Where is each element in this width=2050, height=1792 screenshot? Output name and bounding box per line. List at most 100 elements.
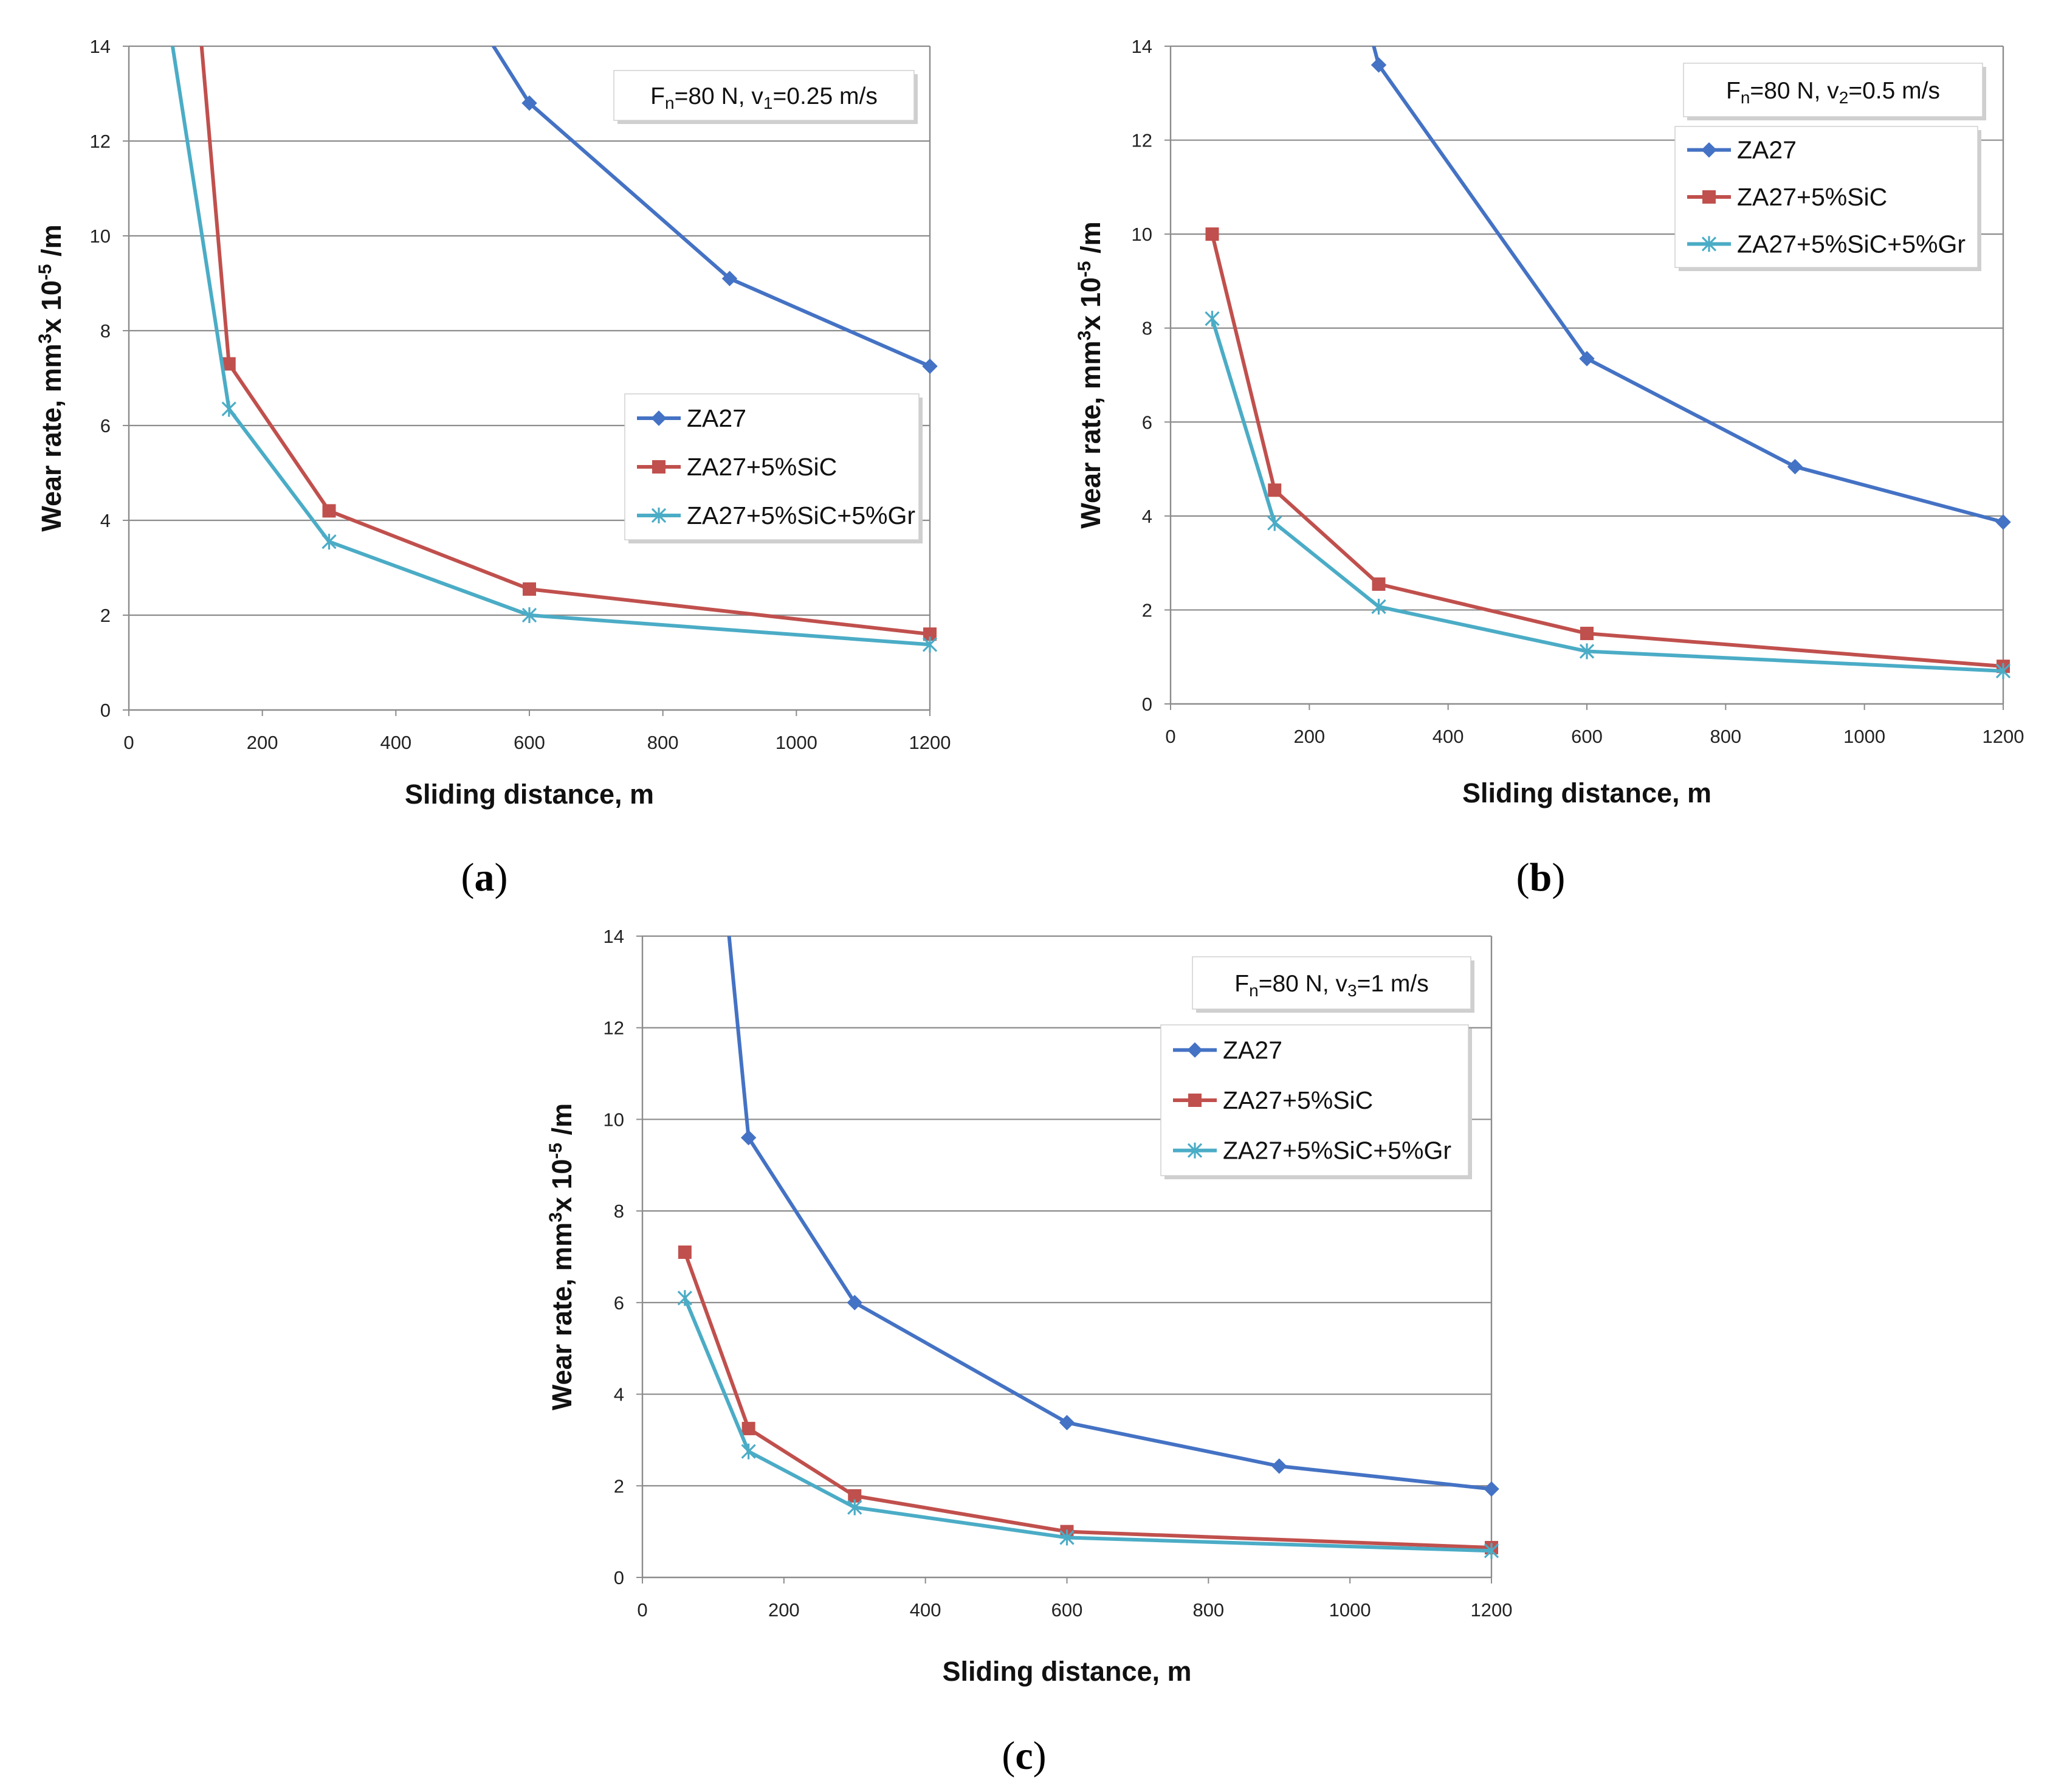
legend-marker-za27-5-sic	[1702, 190, 1716, 204]
series-line-za27-5-sic-5-gr	[1210, 318, 2004, 673]
caption-paren-open: (	[1002, 1734, 1015, 1778]
y-axis-title-sup-exponent: 3	[35, 334, 55, 344]
x-tick-label: 0	[1165, 726, 1175, 747]
data-point-za27-5-sic-5-gr	[1205, 311, 1220, 327]
x-tick-label: 0	[123, 732, 134, 753]
legend-marker-za27-5-sic	[652, 460, 666, 474]
condition-force-subscript: n	[665, 94, 675, 112]
condition-force-value: =80 N,	[1259, 971, 1336, 997]
condition-velocity-subscript: 1	[763, 94, 773, 112]
data-point-za27	[1995, 514, 2011, 530]
panel-caption: (c)	[1002, 1734, 1046, 1778]
y-tick-label: 0	[1142, 694, 1152, 715]
condition-force-value: =80 N,	[675, 83, 752, 109]
condition-label: Fn=80 N, v2=0.5 m/s	[1726, 78, 1940, 107]
y-axis-title-unit: /m	[1075, 221, 1106, 261]
y-tick-label: 0	[614, 1567, 624, 1588]
data-point-za27	[721, 271, 738, 286]
series-line-za27-5-sic	[1210, 233, 2004, 669]
x-tick-label: 1200	[1983, 726, 2024, 747]
condition-velocity-symbol: v	[1827, 78, 1839, 104]
caption-paren-close: )	[1552, 855, 1565, 900]
x-tick-label: 400	[1433, 726, 1464, 747]
y-tick-label: 8	[100, 320, 111, 342]
data-point-za27-5-sic-5-gr	[1995, 663, 2011, 679]
data-point-za27-5-sic-5-gr	[741, 1443, 756, 1459]
legend-label-za27: ZA27	[687, 404, 746, 432]
condition-force-symbol: F	[1234, 971, 1249, 997]
x-tick-label: 0	[637, 1599, 647, 1621]
data-point-za27-5-sic	[923, 627, 937, 641]
data-point-za27	[1484, 1481, 1499, 1497]
y-tick-label: 6	[1142, 412, 1152, 433]
x-axis-title: Sliding distance, m	[942, 1656, 1191, 1687]
data-point-za27	[1371, 57, 1387, 73]
caption-paren-close: )	[495, 855, 508, 900]
condition-label: Fn=80 N, v1=0.25 m/s	[650, 83, 878, 112]
legend-marker-za27	[1187, 1042, 1203, 1058]
series-line-za27	[1372, 46, 2004, 524]
x-tick-label: 1000	[1843, 726, 1885, 747]
y-axis-title-multiplier: x 10	[546, 1159, 577, 1213]
condition-velocity-value: =0.5 m/s	[1848, 78, 1940, 104]
y-tick-label: 10	[90, 226, 111, 247]
legend-marker-za27-5-sic	[1188, 1094, 1202, 1107]
data-point-za27-5-sic-5-gr	[1059, 1529, 1075, 1546]
y-tick-label: 6	[614, 1292, 624, 1314]
y-axis-title: Wear rate, mm3x 10-5 /m	[35, 224, 67, 531]
series-line-za27-5-sic-5-gr	[683, 1297, 1492, 1553]
legend-label-za27-5-sic-5-gr: ZA27+5%SiC+5%Gr	[1737, 230, 1966, 258]
y-tick-label: 6	[100, 415, 111, 436]
data-point-za27-5-sic	[848, 1489, 862, 1503]
condition-velocity-symbol: v	[1336, 971, 1348, 997]
data-point-za27-5-sic	[222, 357, 236, 371]
data-point-za27-5-sic-5-gr	[322, 534, 337, 550]
data-point-za27-5-sic-5-gr	[1371, 599, 1386, 615]
x-tick-label: 800	[1192, 1599, 1224, 1621]
legend-marker-za27-5-sic-5-gr	[1187, 1142, 1203, 1159]
condition-label: Fn=80 N, v3=1 m/s	[1234, 971, 1428, 1000]
y-axis-title-unit: /m	[546, 1103, 577, 1143]
legend-label-za27: ZA27	[1223, 1036, 1282, 1064]
caption-letter: b	[1530, 855, 1552, 900]
legend-label-za27-5-sic: ZA27+5%SiC	[1737, 183, 1887, 211]
condition-velocity-value: =1 m/s	[1357, 971, 1429, 997]
y-tick-label: 0	[100, 700, 111, 721]
chart-panel-c: 0 2 4 6 8 10 12 14 0 200 400 600 800 1000 1200 Fn=80 N,…	[546, 926, 1513, 1778]
data-point-za27	[1787, 459, 1803, 475]
y-axis-title-sup-exponent: 3	[546, 1212, 566, 1222]
legend-marker-za27	[1701, 142, 1717, 158]
data-point-za27-5-sic-5-gr	[922, 636, 938, 653]
y-axis-title-sup-exponent: 3	[1075, 331, 1095, 341]
chart-panel-b: 0 2 4 6 8 10 12 14 0 200 400 600 800 1000 1200 Fn=80 N,…	[1075, 36, 2024, 900]
condition-force-subscript: n	[1741, 88, 1750, 107]
condition-velocity-symbol: v	[751, 83, 763, 109]
legend-marker-za27	[651, 410, 667, 426]
data-point-za27-5-sic	[741, 1422, 755, 1436]
caption-letter: a	[475, 855, 495, 900]
series-line-za27	[727, 936, 1492, 1491]
y-axis-title-power: -5	[1075, 261, 1095, 277]
legend-label-za27-5-sic: ZA27+5%SiC	[687, 453, 837, 481]
x-tick-label: 200	[768, 1599, 800, 1621]
data-point-za27	[740, 1129, 757, 1146]
data-point-za27	[1059, 1415, 1075, 1431]
condition-box	[1683, 63, 1983, 117]
data-point-za27-5-sic-5-gr	[1267, 515, 1282, 531]
y-tick-label: 4	[100, 510, 111, 531]
y-tick-label: 10	[1132, 224, 1152, 245]
panel-caption: (b)	[1516, 855, 1566, 900]
y-axis-title-main: Wear rate, mm	[1075, 340, 1106, 528]
y-tick-label: 4	[1142, 506, 1152, 527]
legend-marker-za27-5-sic-5-gr	[651, 508, 667, 523]
data-point-za27-5-sic	[1372, 577, 1386, 591]
y-axis-title-multiplier: x 10	[36, 280, 67, 334]
x-tick-label: 400	[380, 732, 411, 753]
y-tick-label: 14	[90, 36, 111, 57]
chart-panel-a: 0 2 4 6 8 10 12 14 0 200 400 600 800 1000 1200 Fn=80 N,…	[35, 36, 951, 900]
data-point-za27-5-sic	[322, 504, 336, 518]
data-point-za27-5-sic	[1205, 227, 1219, 241]
y-tick-label: 4	[614, 1384, 624, 1405]
data-point-za27-5-sic-5-gr	[847, 1499, 862, 1515]
